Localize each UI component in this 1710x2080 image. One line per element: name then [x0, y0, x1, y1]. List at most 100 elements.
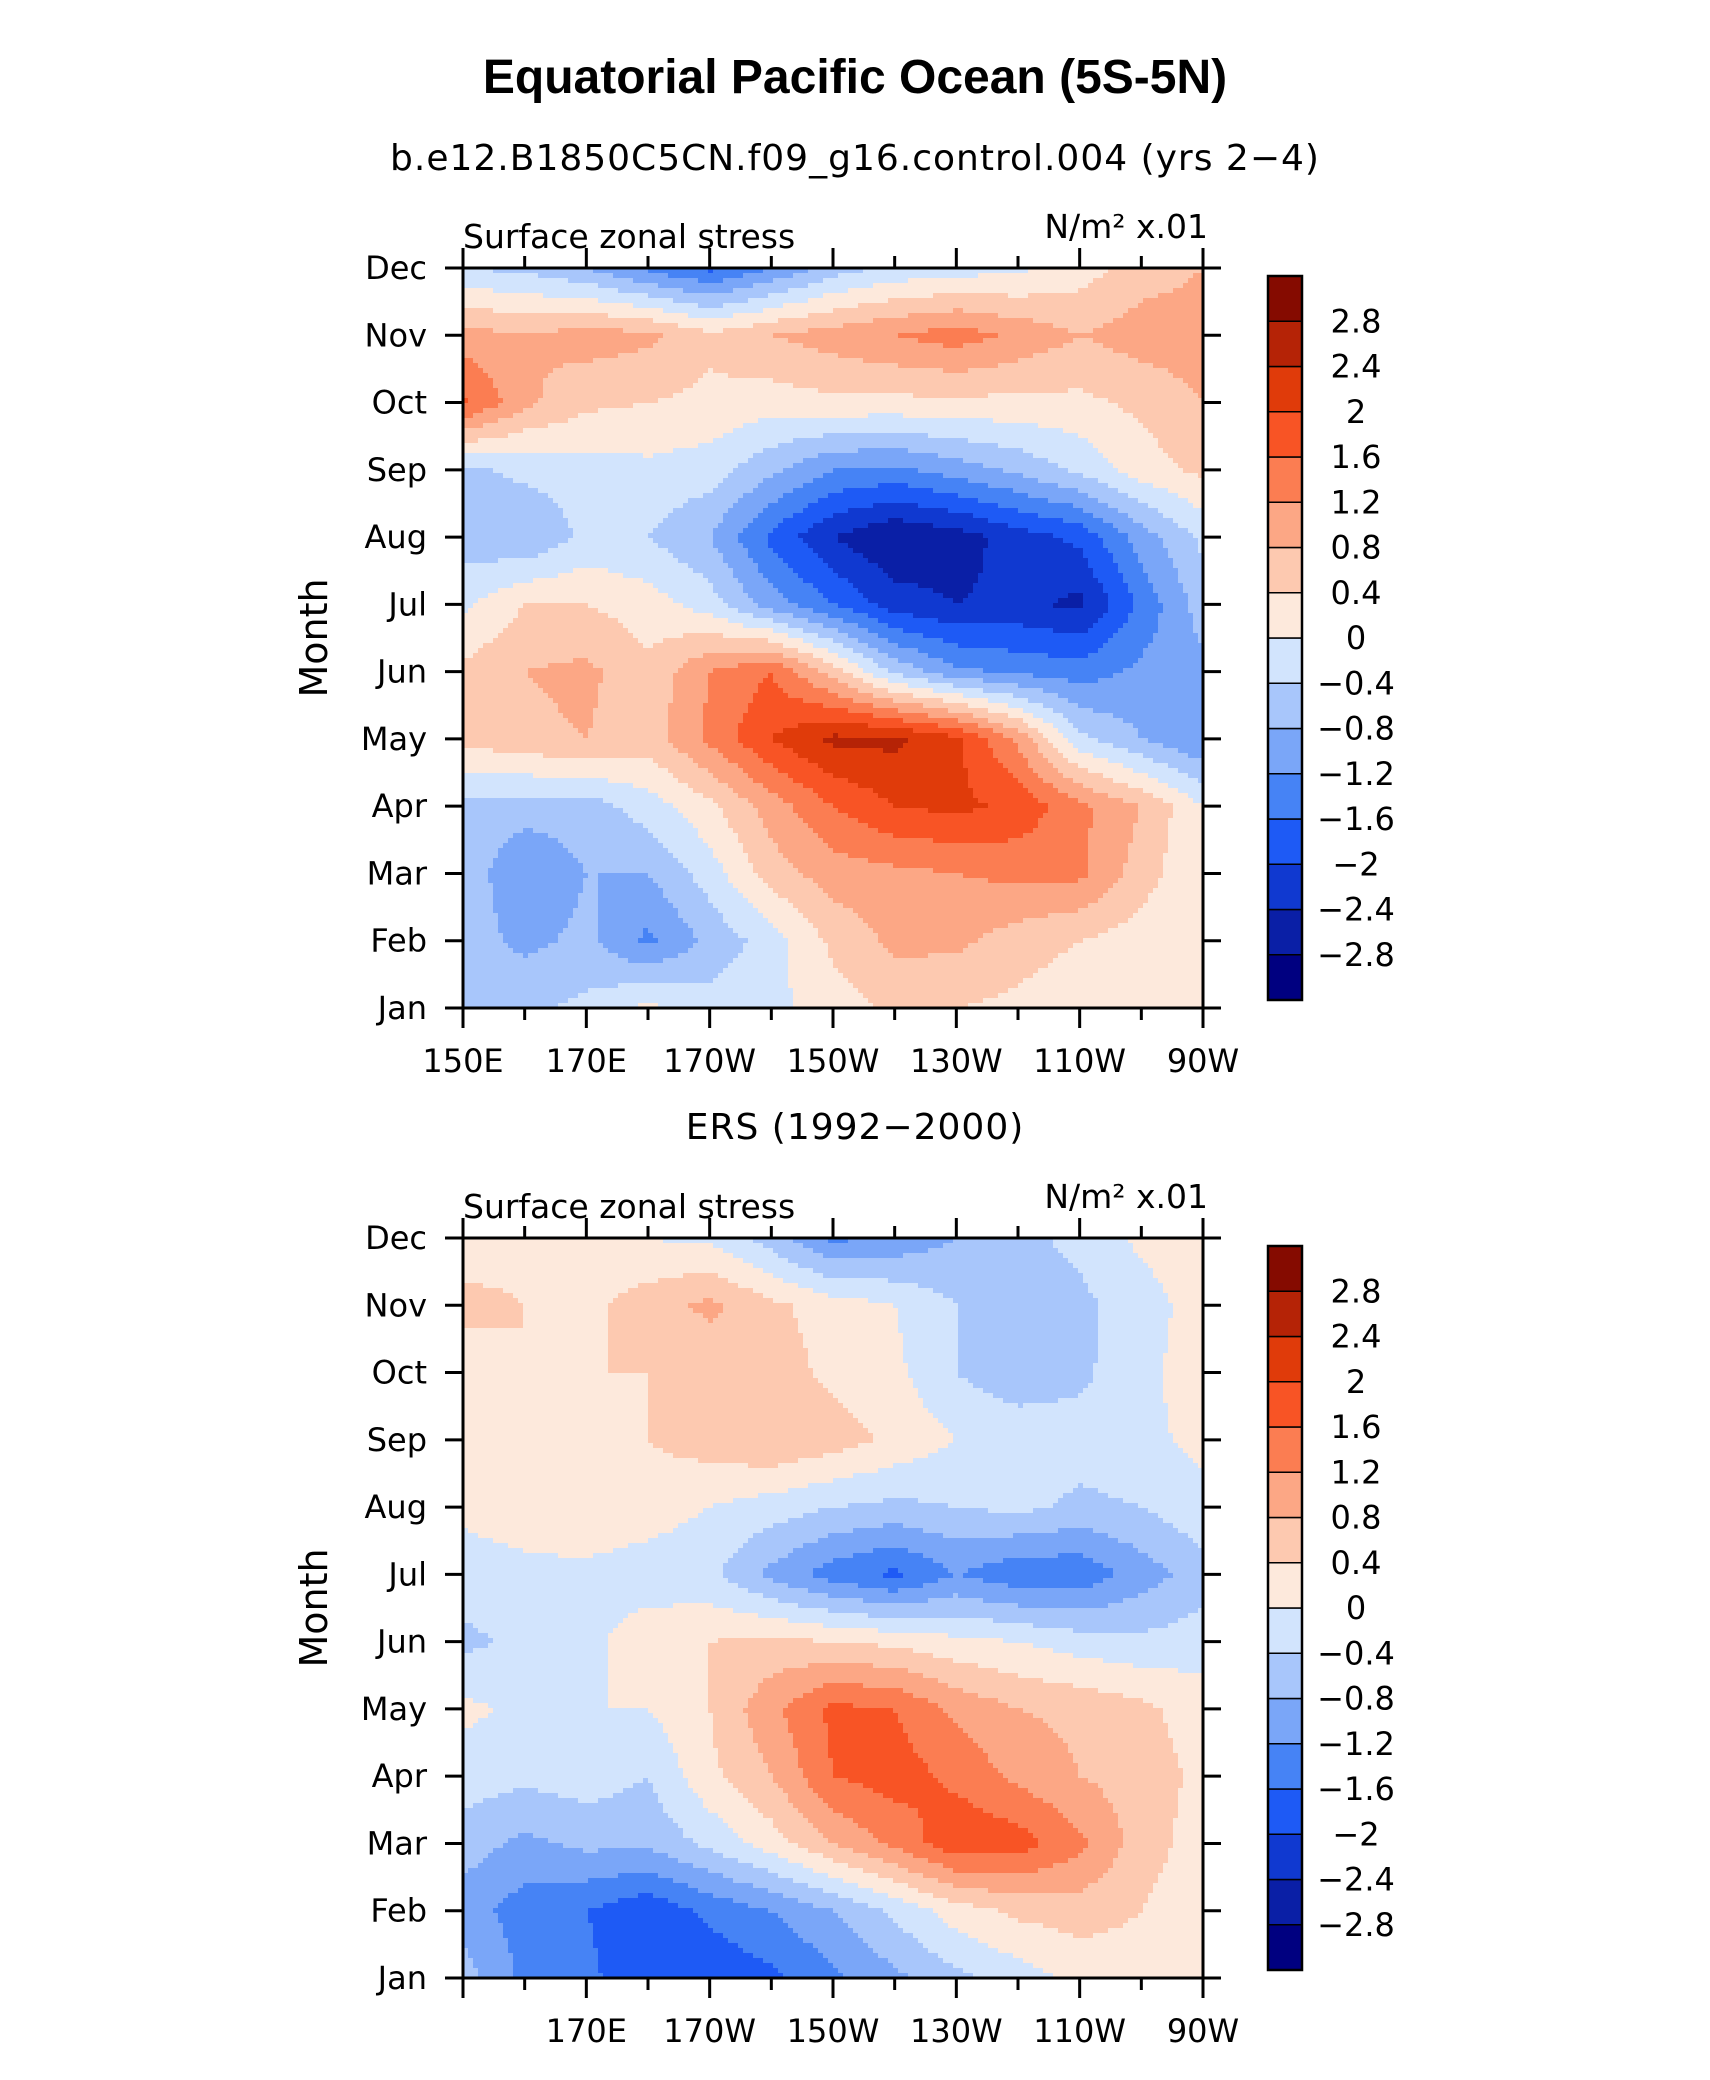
month-label-feb: Feb [370, 922, 427, 960]
x-tick-label-150w: 150W [787, 1042, 880, 1080]
month-label-dec: Dec [365, 249, 427, 287]
colorbar-swatch [1267, 592, 1303, 639]
y-axis-label: Month [292, 578, 336, 697]
x-tick-label-170e: 170E [546, 2012, 627, 2050]
colorbar-level-label: −1.2 [1317, 1725, 1395, 1763]
colorbar-level-label: 0.8 [1331, 1499, 1382, 1537]
colorbar-swatch [1267, 1562, 1303, 1609]
colorbar-level-label: −1.6 [1317, 1770, 1395, 1808]
colorbar-swatch [1267, 456, 1303, 503]
colorbar-swatch [1267, 863, 1303, 911]
month-label-may: May [361, 1690, 427, 1728]
colorbar-level-label: 0.8 [1331, 529, 1382, 567]
month-label-nov: Nov [365, 1286, 427, 1324]
colorbar-swatch [1267, 637, 1303, 684]
month-label-mar: Mar [367, 1824, 428, 1862]
colorbar-level-label: −2.4 [1317, 1861, 1395, 1899]
colorbar-swatch [1267, 1516, 1303, 1564]
colorbar-swatch [1267, 682, 1303, 730]
right-label: N/m² x.01 [1044, 207, 1208, 246]
colorbar-level-label: −2 [1332, 845, 1379, 883]
colorbar-swatch [1267, 546, 1303, 594]
month-label-jul: Jul [386, 1555, 427, 1593]
colorbar: −2.8 −2.4 −2 −1.6 −1.2 −0.8 −0.4 0 0.4 0.8 1.2 1.6 2… [1266, 1244, 1395, 1972]
month-label-apr: Apr [372, 1757, 428, 1795]
month-label-jul: Jul [386, 585, 427, 623]
colorbar-swatch [1267, 365, 1303, 413]
y-axis-label: Month [292, 1548, 336, 1667]
colorbar: −2.8 −2.4 −2 −1.6 −1.2 −0.8 −0.4 0 0.4 0.8 1.2 1.6 2… [1266, 274, 1395, 1002]
colorbar-level-label: −2.8 [1317, 936, 1395, 974]
colorbar-level-label: 2.8 [1331, 302, 1382, 340]
colorbar-level-label: −2.4 [1317, 891, 1395, 929]
colorbar-swatch [1267, 1878, 1303, 1926]
month-label-oct: Oct [372, 384, 427, 422]
colorbar-swatch [1267, 1743, 1303, 1790]
colorbar-level-label: −0.8 [1317, 710, 1395, 748]
colorbar-level-label: 2.8 [1331, 1272, 1382, 1310]
x-tick-label-170e: 170E [546, 1042, 627, 1080]
colorbar-swatch [1267, 818, 1303, 865]
colorbar-swatch [1267, 1833, 1303, 1881]
panel-2-subtitle: ERS (1992−2000) [685, 1107, 1025, 1148]
colorbar-swatch [1267, 275, 1303, 322]
colorbar-level-label: −0.8 [1317, 1680, 1395, 1718]
colorbar-level-label: 1.2 [1331, 483, 1382, 521]
x-tick-label-170w: 170W [663, 1042, 756, 1080]
contour-field [463, 1238, 1203, 1978]
month-label-aug: Aug [365, 1488, 427, 1526]
colorbar-level-label: −0.4 [1317, 1634, 1395, 1672]
month-label-jan: Jan [376, 1959, 427, 1997]
colorbar-swatch [1267, 954, 1303, 1001]
colorbar-swatch [1267, 1245, 1303, 1292]
x-tick-label-170w: 170W [663, 2012, 756, 2050]
left-label: Surface zonal stress [463, 217, 795, 256]
colorbar-level-label: 2.4 [1331, 1318, 1382, 1356]
colorbar-level-label: 1.6 [1331, 1408, 1382, 1446]
colorbar-level-label: −1.6 [1317, 800, 1395, 838]
colorbar-swatch [1267, 320, 1303, 368]
colorbar-level-label: −2.8 [1317, 1906, 1395, 1944]
contour-field [463, 268, 1203, 1008]
colorbar-swatch [1267, 1697, 1303, 1745]
month-label-sep: Sep [367, 451, 427, 489]
colorbar-swatch [1267, 1607, 1303, 1654]
colorbar-level-label: 0 [1346, 619, 1366, 657]
x-tick-label-130w: 130W [910, 2012, 1003, 2050]
colorbar-swatch [1267, 1381, 1303, 1428]
month-label-jun: Jun [375, 1623, 427, 1661]
colorbar-swatch [1267, 908, 1303, 956]
month-label-oct: Oct [372, 1354, 427, 1392]
month-label-jun: Jun [375, 653, 427, 691]
colorbar-level-label: 0.4 [1331, 1544, 1382, 1582]
colorbar-swatch [1267, 1335, 1303, 1383]
month-label-may: May [361, 720, 427, 758]
left-label: Surface zonal stress [463, 1187, 795, 1226]
colorbar-frame [1266, 1244, 1304, 1972]
panel-1-subtitle: b.e12.B1850C5CN.f09_g16.control.004 (yrs… [390, 138, 1320, 179]
month-label-mar: Mar [367, 854, 428, 892]
colorbar-swatch [1267, 1788, 1303, 1835]
month-label-sep: Sep [367, 1421, 427, 1459]
x-tick-label-110w: 110W [1033, 2012, 1126, 2050]
colorbar-swatch [1267, 1652, 1303, 1700]
month-label-nov: Nov [365, 316, 427, 354]
main-title: Equatorial Pacific Ocean (5S-5N) [482, 51, 1228, 104]
colorbar-swatch [1267, 411, 1303, 458]
panel-2: Jan Feb Mar Apr May Jun Jul Aug Sep Oct Nov Dec Mont… [292, 1177, 1395, 2050]
panel-1: Jan Feb Mar Apr May Jun Jul Aug Sep Oct Nov Dec Mont… [292, 207, 1395, 1080]
month-label-jan: Jan [376, 989, 427, 1027]
colorbar-swatch [1267, 1426, 1303, 1473]
month-label-aug: Aug [365, 518, 427, 556]
colorbar-level-label: 1.6 [1331, 438, 1382, 476]
colorbar-level-label: 1.2 [1331, 1453, 1382, 1491]
colorbar-level-label: 0 [1346, 1589, 1366, 1627]
colorbar-swatch [1267, 773, 1303, 820]
colorbar-swatch [1267, 727, 1303, 775]
colorbar-level-label: −0.4 [1317, 664, 1395, 702]
colorbar-frame [1266, 274, 1304, 1002]
colorbar-level-label: 0.4 [1331, 574, 1382, 612]
colorbar-level-label: −2 [1332, 1815, 1379, 1853]
colorbar-level-label: 2 [1346, 1363, 1366, 1401]
